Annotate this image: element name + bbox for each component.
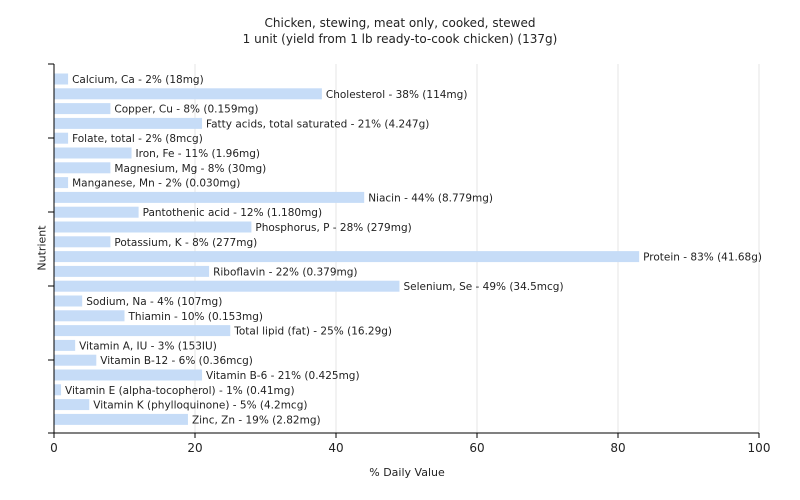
data-label: Protein - 83% (41.68g)	[643, 252, 762, 264]
bar	[54, 162, 111, 174]
bar	[54, 265, 210, 277]
data-label: Pantothenic acid - 12% (1.180mg)	[143, 207, 322, 219]
data-label: Fatty acids, total saturated - 21% (4.24…	[206, 118, 429, 130]
bar	[54, 88, 322, 100]
bar	[54, 384, 62, 396]
data-label: Magnesium, Mg - 8% (30mg)	[114, 163, 266, 175]
bar	[54, 177, 69, 189]
data-label: Manganese, Mn - 2% (0.030mg)	[72, 178, 240, 190]
data-label: Cholesterol - 38% (114mg)	[326, 89, 468, 101]
chart-subtitle: 1 unit (yield from 1 lb ready-to-cook ch…	[242, 32, 558, 46]
bar	[54, 191, 365, 203]
data-label: Calcium, Ca - 2% (18mg)	[72, 74, 204, 86]
data-label: Vitamin E (alpha-tocopherol) - 1% (0.41m…	[65, 385, 294, 397]
bar	[54, 117, 203, 129]
bar	[54, 369, 203, 381]
data-label: Iron, Fe - 11% (1.96mg)	[136, 148, 260, 160]
data-label: Vitamin A, IU - 3% (153IU)	[79, 340, 217, 352]
data-label: Phosphorus, P - 28% (279mg)	[255, 222, 411, 234]
bar	[54, 413, 188, 425]
bar	[54, 295, 83, 307]
bar	[54, 206, 139, 218]
data-label: Folate, total - 2% (8mcg)	[72, 133, 203, 145]
data-label: Vitamin K (phylloquinone) - 5% (4.2mcg)	[93, 400, 307, 412]
bar	[54, 103, 111, 115]
bar	[54, 280, 400, 292]
bar	[54, 236, 111, 248]
x-axis-label: % Daily Value	[369, 466, 445, 479]
bar	[54, 221, 252, 233]
x-tick-label: 60	[469, 441, 484, 455]
bar	[54, 251, 640, 263]
data-label: Sodium, Na - 4% (107mg)	[86, 296, 222, 308]
x-tick-label: 100	[748, 441, 771, 455]
data-label: Vitamin B-6 - 21% (0.425mg)	[206, 370, 360, 382]
data-label: Potassium, K - 8% (277mg)	[114, 237, 257, 249]
data-label: Riboflavin - 22% (0.379mg)	[213, 266, 357, 278]
data-label: Vitamin B-12 - 6% (0.36mcg)	[100, 355, 253, 367]
data-label: Copper, Cu - 8% (0.159mg)	[114, 104, 258, 116]
bar	[54, 354, 97, 366]
data-label: Zinc, Zn - 19% (2.82mg)	[192, 414, 321, 426]
chart-title: Chicken, stewing, meat only, cooked, ste…	[264, 16, 536, 30]
x-tick-label: 80	[610, 441, 625, 455]
y-axis-label: Nutrient	[35, 225, 49, 271]
x-tick-label: 40	[328, 441, 343, 455]
data-label: Thiamin - 10% (0.153mg)	[128, 311, 264, 323]
bar	[54, 147, 132, 159]
x-tick-label: 0	[50, 441, 58, 455]
bar	[54, 325, 231, 337]
bar	[54, 399, 90, 411]
data-label: Selenium, Se - 49% (34.5mcg)	[403, 281, 563, 293]
x-tick-label: 20	[187, 441, 202, 455]
data-label: Niacin - 44% (8.779mg)	[368, 192, 493, 204]
bar	[54, 73, 69, 85]
data-label: Total lipid (fat) - 25% (16.29g)	[233, 326, 392, 338]
bar	[54, 339, 76, 351]
bar	[54, 132, 69, 144]
bar	[54, 310, 125, 322]
